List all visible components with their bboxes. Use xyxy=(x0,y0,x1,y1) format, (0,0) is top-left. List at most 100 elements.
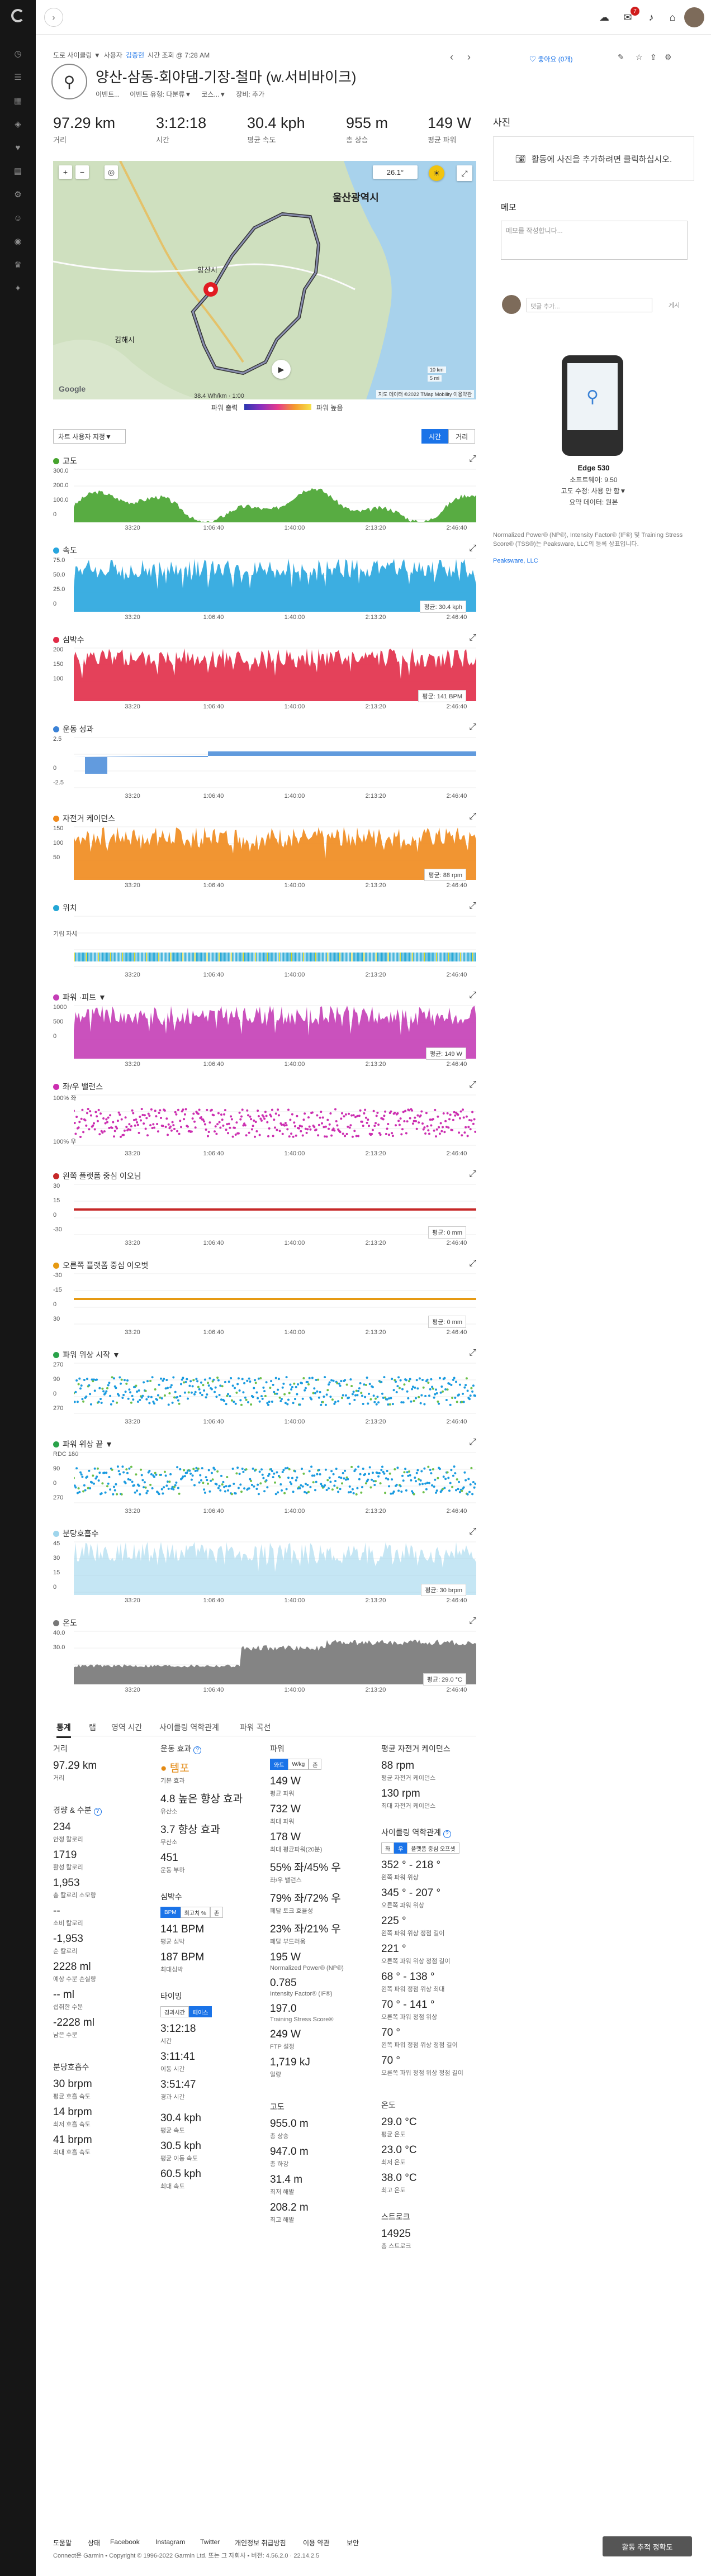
tab-stats[interactable]: 통계 xyxy=(56,1722,71,1738)
expand-chart-icon[interactable]: ⤢ xyxy=(469,544,476,553)
footer-privacy-link[interactable]: 개인정보 취급방침 xyxy=(235,2539,286,2547)
hr-zone-tab[interactable]: 존 xyxy=(210,1907,224,1918)
help-icon[interactable]: ? xyxy=(193,1746,202,1754)
left-tab[interactable]: 좌 xyxy=(381,1842,395,1854)
like-button[interactable]: ♡ 좋아요 (0개) xyxy=(529,55,573,63)
chart-plot[interactable] xyxy=(74,913,476,969)
chart-title[interactable]: 파워 ·피트 ▼ xyxy=(53,992,106,1003)
gear-menu-icon[interactable]: ⚙ xyxy=(665,53,672,61)
chart-title[interactable]: 파워 위상 시작 ▼ xyxy=(53,1349,120,1360)
chart-plot[interactable] xyxy=(74,466,476,522)
peaksware-link[interactable]: Peaksware, LLC xyxy=(493,558,538,564)
chart-title[interactable]: 파워 위상 끝 ▼ xyxy=(53,1439,113,1450)
power-zone-tab[interactable]: 존 xyxy=(309,1759,322,1770)
time-axis-tab[interactable]: 시간 xyxy=(421,429,449,444)
heart-icon[interactable]: ♥ xyxy=(15,142,21,153)
chart-plot[interactable] xyxy=(74,1092,476,1148)
comment-input[interactable]: 댓글 추가... xyxy=(527,298,652,312)
chart-icon[interactable]: ▤ xyxy=(13,166,22,176)
expand-chart-icon[interactable]: ⤢ xyxy=(469,1169,476,1179)
list-icon[interactable]: ☰ xyxy=(14,72,22,82)
tab-power-curve[interactable]: 파워 곡선 xyxy=(240,1723,271,1732)
chart-title[interactable]: 온도 xyxy=(53,1617,77,1629)
zoom-in-button[interactable]: + xyxy=(59,165,72,179)
footer-instagram-link[interactable]: Instagram xyxy=(155,2538,186,2546)
avatar[interactable] xyxy=(684,7,704,27)
watts-tab[interactable]: 와트 xyxy=(270,1759,288,1770)
wkg-tab[interactable]: W/kg xyxy=(288,1759,309,1770)
upload-icon[interactable]: ☁ xyxy=(599,11,609,23)
zoom-out-button[interactable]: − xyxy=(75,165,89,179)
event-type-select[interactable]: 이벤트 유형: 다분류▼ xyxy=(130,91,192,98)
expand-chart-icon[interactable]: ⤢ xyxy=(469,901,476,911)
chart-title[interactable]: 분당호흡수 xyxy=(53,1528,98,1539)
tab-laps[interactable]: 랩 xyxy=(89,1723,96,1732)
page-title[interactable]: 양산-삼동-회야댐-기장-철마 (w.서비바이크) xyxy=(96,69,357,85)
chart-plot[interactable] xyxy=(74,1629,476,1684)
chart-title[interactable]: 속도 xyxy=(53,545,77,556)
chart-plot[interactable] xyxy=(74,1271,476,1327)
right-tab[interactable]: 우 xyxy=(394,1842,407,1854)
settings-icon[interactable]: ✦ xyxy=(14,283,22,293)
chart-title[interactable]: 왼쪽 플랫폼 중심 이오님 xyxy=(53,1170,141,1182)
feedback-button[interactable]: 활동 추적 정확도 xyxy=(603,2536,692,2556)
gear-icon[interactable]: ⚙ xyxy=(14,189,22,199)
garmin-logo[interactable] xyxy=(11,9,25,22)
pace-tab[interactable]: 페이스 xyxy=(188,2006,212,2017)
calendar-icon[interactable]: ▦ xyxy=(13,96,22,106)
chart-plot[interactable] xyxy=(74,1360,476,1416)
chart-title[interactable]: 오른쪽 플랫폼 중심 이오벗 xyxy=(53,1260,148,1271)
fullscreen-icon[interactable]: ⤢ xyxy=(457,165,472,181)
footer-twitter-link[interactable]: Twitter xyxy=(200,2538,220,2546)
chart-plot[interactable] xyxy=(74,556,476,612)
activity-type-select[interactable]: 도로 사이클링 ▼ xyxy=(53,51,101,59)
expand-chart-icon[interactable]: ⤢ xyxy=(469,722,476,732)
notes-field[interactable]: 메모를 작성합니다... xyxy=(501,221,688,260)
chart-plot[interactable] xyxy=(74,1450,476,1506)
expand-chart-icon[interactable]: ⤢ xyxy=(469,991,476,1000)
hr-bpm-tab[interactable]: BPM xyxy=(160,1907,181,1918)
people-icon[interactable]: ☺ xyxy=(13,213,22,223)
chart-settings-select[interactable]: 차트 사용자 지정▼ xyxy=(53,429,126,444)
expand-chart-icon[interactable]: ⤢ xyxy=(469,1080,476,1089)
expand-chart-icon[interactable]: ⤢ xyxy=(469,1527,476,1536)
elapsed-tab[interactable]: 경과시간 xyxy=(160,2006,189,2017)
layers-icon[interactable]: ◎ xyxy=(105,165,118,179)
weather-chip[interactable]: 26.1° xyxy=(373,165,418,179)
gear-link[interactable]: 장비: 추가 xyxy=(236,91,265,98)
help-icon[interactable]: ? xyxy=(443,1830,451,1838)
next-activity-icon[interactable]: › xyxy=(467,51,471,63)
prev-activity-icon[interactable]: ‹ xyxy=(450,51,453,63)
expand-nav-button[interactable]: › xyxy=(44,8,63,27)
chart-title[interactable]: 위치 xyxy=(53,902,77,913)
help-icon[interactable]: ? xyxy=(93,1807,102,1816)
tab-time-in-zone[interactable]: 영역 시간 xyxy=(111,1723,143,1732)
route-map[interactable]: + − ◎ 26.1° ☀ ⤢ 울산광역시 양산시 김해시 ▶ Google 1… xyxy=(53,161,476,399)
chart-title[interactable]: 좌/우 밸런스 xyxy=(53,1081,103,1092)
expand-chart-icon[interactable]: ⤢ xyxy=(469,1616,476,1626)
chart-plot[interactable] xyxy=(74,1003,476,1059)
elevation-correction-select[interactable]: 고도 수정: 사용 안 함▼ xyxy=(561,487,627,495)
edit-icon[interactable]: ✎ xyxy=(618,53,624,61)
chart-title[interactable]: 고도 xyxy=(53,455,77,466)
chart-title[interactable]: 심박수 xyxy=(53,634,84,645)
share-icon[interactable]: ⇪ xyxy=(650,53,657,61)
chart-plot[interactable] xyxy=(74,1539,476,1595)
course-select[interactable]: 코스...▼ xyxy=(201,91,226,98)
expand-chart-icon[interactable]: ⤢ xyxy=(469,1348,476,1358)
user-link[interactable]: 김종현 xyxy=(125,51,145,59)
pco-tab[interactable]: 플랫폼 중심 오프셋 xyxy=(407,1842,459,1854)
training-icon[interactable]: ◈ xyxy=(15,119,21,129)
tab-cycling-dynamics[interactable]: 사이클링 역학관계 xyxy=(159,1723,219,1732)
bell-icon[interactable]: ♪ xyxy=(648,11,654,23)
add-photo-button[interactable]: 📷︎ 활동에 사진을 추가하려면 클릭하십시오. xyxy=(493,136,694,181)
chart-plot[interactable] xyxy=(74,1182,476,1237)
badge-icon[interactable]: ◉ xyxy=(14,236,22,246)
garmin-device-icon[interactable]: ⌂ xyxy=(669,11,676,23)
event-link[interactable]: 이벤트... xyxy=(96,91,120,98)
chart-title[interactable]: 자전거 케이던스 xyxy=(53,813,115,824)
expand-chart-icon[interactable]: ⤢ xyxy=(469,1437,476,1447)
footer-help-link[interactable]: 도움말 xyxy=(53,2539,72,2547)
inbox-icon[interactable]: ✉ 7 xyxy=(620,7,639,25)
expand-chart-icon[interactable]: ⤢ xyxy=(469,1259,476,1268)
